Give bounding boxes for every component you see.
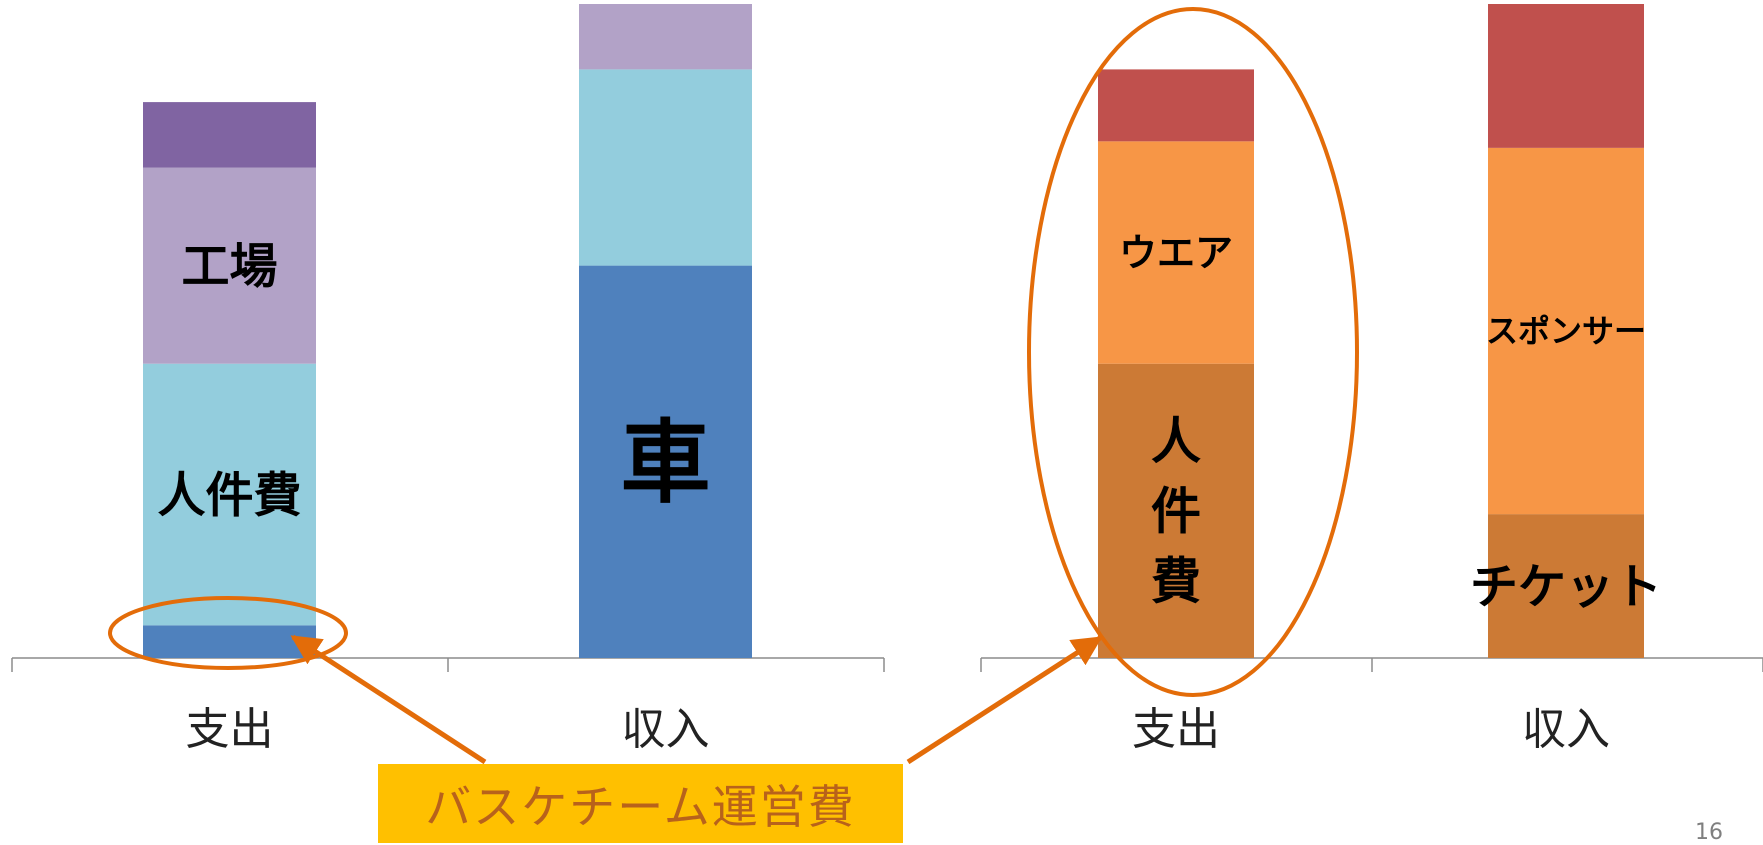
- bar-data-label: 車: [621, 410, 711, 515]
- bar-segment: [579, 4, 752, 70]
- bar-segment: [579, 265, 752, 658]
- bar-segment: [579, 69, 752, 266]
- annotation-layer: [108, 7, 1359, 765]
- bar-data-label: チケット: [1470, 559, 1662, 615]
- bar-segment: [143, 102, 316, 168]
- chart-1: 支出 収入 人件費 工場車: [11, 4, 885, 755]
- arrow-to-large-ellipse: [906, 635, 1103, 765]
- x-tick-label: 収入: [622, 704, 710, 755]
- bar-segment: [143, 167, 316, 364]
- bar-segment: [1098, 141, 1254, 364]
- bar-segment: [143, 625, 316, 658]
- bar-segment: [1488, 4, 1644, 148]
- arrow-to-small-ellipse: [290, 634, 487, 765]
- bar-data-label: ウエア: [1119, 231, 1233, 275]
- x-tick-label: 支出: [186, 704, 274, 755]
- highlight-ellipse-small: [108, 596, 348, 670]
- bar-segment: [1488, 514, 1644, 658]
- bar-segment: [1098, 363, 1254, 658]
- bar-segment: [143, 363, 316, 626]
- highlight-ellipse-large: [1027, 7, 1359, 697]
- bar-data-label: 人件費: [1151, 412, 1201, 610]
- bar-data-label: スポンサー: [1486, 312, 1646, 350]
- bar-data-label: 工場: [181, 238, 277, 294]
- page-number: 16: [1695, 820, 1723, 845]
- bar-segment: [1488, 147, 1644, 515]
- bar-segment: [1098, 69, 1254, 142]
- callout-label: バスケチーム運営費: [378, 764, 903, 843]
- x-tick-label: 支出: [1132, 704, 1220, 755]
- x-tick-label: 収入: [1522, 704, 1610, 755]
- bar-data-label: 人件費: [157, 467, 301, 523]
